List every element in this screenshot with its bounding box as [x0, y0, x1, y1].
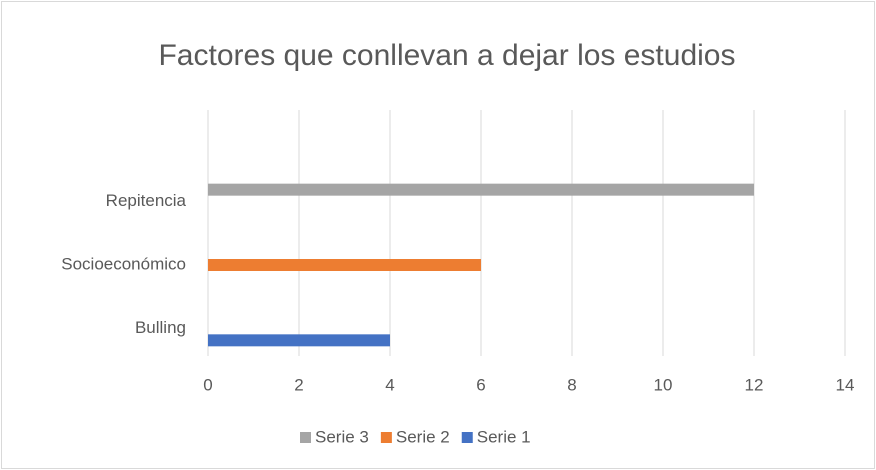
legend-swatch — [461, 432, 473, 443]
x-tick-label: 4 — [385, 375, 394, 394]
y-tick-label: Repitencia — [106, 191, 187, 210]
x-tick-label: 0 — [203, 375, 212, 394]
legend-label: Serie 2 — [396, 427, 450, 446]
bar — [208, 334, 390, 347]
legend-label: Serie 1 — [477, 427, 531, 446]
x-tick-label: 8 — [567, 375, 576, 394]
legend-label: Serie 3 — [315, 427, 369, 446]
y-tick-label: Socioeconómico — [61, 254, 186, 273]
chart-title: Factores que conllevan a dejar los estud… — [158, 39, 735, 72]
legend-swatch — [300, 432, 311, 443]
y-tick-label: Bulling — [135, 318, 186, 337]
x-tick-label: 12 — [745, 375, 764, 394]
x-tick-label: 10 — [654, 375, 673, 394]
x-tick-label: 14 — [836, 375, 855, 394]
legend-swatch — [380, 432, 392, 443]
x-tick-label: 6 — [476, 375, 485, 394]
bar — [208, 183, 754, 196]
bar — [208, 259, 481, 271]
x-tick-label: 2 — [294, 375, 303, 394]
